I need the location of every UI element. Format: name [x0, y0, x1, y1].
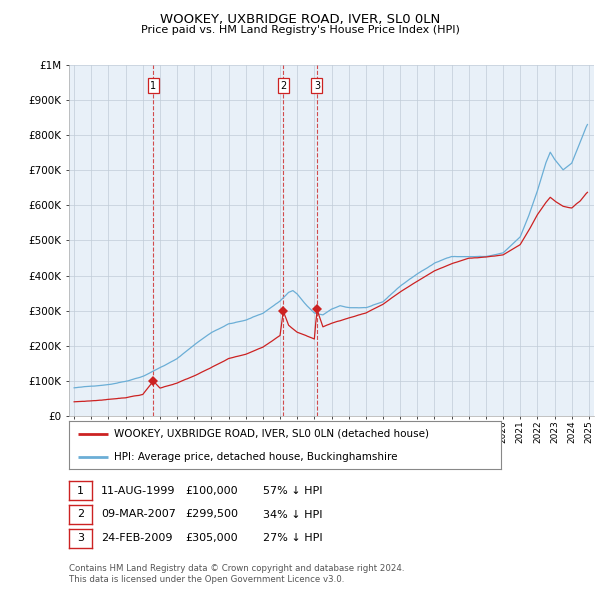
Text: 57% ↓ HPI: 57% ↓ HPI [263, 486, 322, 496]
Text: £100,000: £100,000 [185, 486, 238, 496]
Text: £305,000: £305,000 [185, 533, 238, 543]
Text: 1: 1 [151, 81, 157, 91]
Text: 11-AUG-1999: 11-AUG-1999 [101, 486, 175, 496]
Text: This data is licensed under the Open Government Licence v3.0.: This data is licensed under the Open Gov… [69, 575, 344, 584]
Text: 2: 2 [77, 510, 84, 519]
Text: 27% ↓ HPI: 27% ↓ HPI [263, 533, 322, 543]
Text: WOOKEY, UXBRIDGE ROAD, IVER, SL0 0LN (detached house): WOOKEY, UXBRIDGE ROAD, IVER, SL0 0LN (de… [115, 429, 430, 439]
Text: Price paid vs. HM Land Registry's House Price Index (HPI): Price paid vs. HM Land Registry's House … [140, 25, 460, 35]
Text: 34% ↓ HPI: 34% ↓ HPI [263, 510, 322, 519]
Text: WOOKEY, UXBRIDGE ROAD, IVER, SL0 0LN: WOOKEY, UXBRIDGE ROAD, IVER, SL0 0LN [160, 13, 440, 26]
Text: 3: 3 [77, 533, 84, 543]
Text: 09-MAR-2007: 09-MAR-2007 [101, 510, 176, 519]
Text: 1: 1 [77, 486, 84, 496]
Text: HPI: Average price, detached house, Buckinghamshire: HPI: Average price, detached house, Buck… [115, 452, 398, 462]
Text: 2: 2 [280, 81, 286, 91]
Text: 3: 3 [314, 81, 320, 91]
Text: £299,500: £299,500 [185, 510, 238, 519]
Text: Contains HM Land Registry data © Crown copyright and database right 2024.: Contains HM Land Registry data © Crown c… [69, 565, 404, 573]
Text: 24-FEB-2009: 24-FEB-2009 [101, 533, 172, 543]
